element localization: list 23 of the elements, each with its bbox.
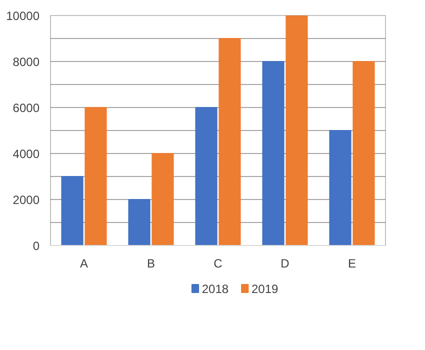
y-tick-label: 0 <box>32 239 40 253</box>
bar <box>352 61 375 246</box>
legend-label: 2018 <box>202 282 229 296</box>
bar <box>84 107 107 246</box>
legend-label: 2019 <box>252 282 279 296</box>
bar <box>195 107 218 246</box>
y-tick-label: 4000 <box>12 147 40 161</box>
y-tick-label: 2000 <box>12 193 40 207</box>
bar <box>61 176 84 246</box>
bar <box>152 153 174 246</box>
y-tick-label: 6000 <box>12 101 40 115</box>
y-tick-label: 8000 <box>12 55 40 69</box>
x-tick-label: A <box>80 256 88 270</box>
x-tick-label: E <box>348 256 356 270</box>
y-tick-label: 10000 <box>6 9 40 23</box>
x-tick-label: B <box>147 256 156 270</box>
x-tick-label: D <box>280 256 290 270</box>
bar <box>286 16 308 246</box>
bar <box>128 199 150 246</box>
bar <box>218 38 241 246</box>
x-tick-label: C <box>214 256 223 270</box>
bar <box>329 130 352 246</box>
bar <box>262 61 284 246</box>
